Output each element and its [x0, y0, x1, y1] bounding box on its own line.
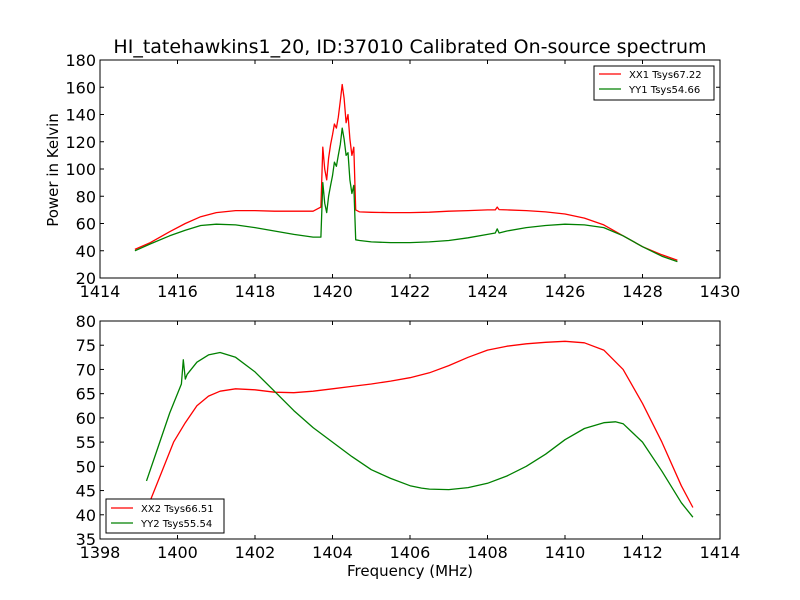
legend-top: XX1 Tsys67.22 YY1 Tsys54.66	[593, 65, 715, 101]
bottom-y-tick-label: 80	[76, 312, 96, 331]
bottom-panel: Frequency (MHz) 1398 1400 1402 1404 1406 1408…	[76, 312, 741, 580]
legend-label-yy2: YY2 Tsys55.54	[140, 519, 212, 530]
top-y-tick-label: 40	[76, 242, 96, 261]
bottom-y-tick-label: 60	[76, 409, 96, 428]
bottom-x-tick-label: 1406	[390, 543, 431, 562]
x-axis-label-bottom: Frequency (MHz)	[347, 562, 473, 580]
top-series-line-yy	[134, 127, 678, 263]
bottom-y-tick-label: 40	[76, 506, 96, 525]
top-y-tick-label: 160	[65, 78, 96, 97]
bottom-y-tick-label: 45	[76, 482, 96, 501]
bottom-x-tick-label: 1408	[467, 543, 508, 562]
top-series-line-xx	[134, 83, 678, 261]
top-x-tick-label: 1430	[700, 282, 741, 301]
bottom-y-tick-label: 35	[76, 530, 96, 549]
top-y-tick-label: 180	[65, 51, 96, 70]
bottom-x-tick-label: 1402	[235, 543, 276, 562]
top-y-tick-label: 60	[76, 215, 96, 234]
bottom-x-tick-label: 1410	[545, 543, 586, 562]
top-panel: HI_tatehawkins1_20, ID:37010 Calibrated …	[44, 36, 740, 301]
bottom-panel-ticks: 1398 1400 1402 1404 1406 1408 1410 1412 1414 35 40…	[76, 312, 741, 562]
bottom-y-tick-label: 55	[76, 433, 96, 452]
top-panel-frame	[99, 59, 721, 279]
legend-label-xx1: XX1 Tsys67.22	[629, 70, 702, 81]
top-panel-ticks: 1414 1416 1418 1420 1422 1424 1426 1428 1430 20 40…	[65, 51, 740, 301]
bottom-x-tick-label: 1414	[700, 543, 741, 562]
bottom-y-tick-label: 65	[76, 385, 96, 404]
top-x-tick-label: 1422	[390, 282, 431, 301]
top-x-tick-label: 1416	[157, 282, 198, 301]
top-panel-series	[134, 83, 678, 263]
legend-bottom-box	[105, 498, 225, 534]
bottom-panel-series	[145, 340, 694, 518]
legend-label-xx2: XX2 Tsys66.51	[141, 504, 214, 515]
bottom-x-tick-label: 1398	[80, 543, 121, 562]
legend-bottom: XX2 Tsys66.51 YY2 Tsys55.54	[105, 498, 225, 534]
bottom-series-line-xx	[149, 340, 694, 508]
top-x-tick-label: 1420	[312, 282, 353, 301]
top-y-tick-label: 100	[65, 160, 96, 179]
top-x-tick-label: 1414	[80, 282, 121, 301]
top-y-tick-label: 20	[76, 269, 96, 288]
bottom-panel-frame	[99, 320, 721, 540]
top-x-tick-label: 1424	[467, 282, 508, 301]
y-axis-label-top: Power in Kelvin	[44, 113, 62, 227]
top-y-tick-label: 80	[76, 187, 96, 206]
bottom-series-line-yy	[145, 351, 694, 518]
bottom-x-tick-label: 1412	[622, 543, 663, 562]
top-x-tick-label: 1428	[622, 282, 663, 301]
top-y-tick-label: 120	[65, 133, 96, 152]
chart-title: HI_tatehawkins1_20, ID:37010 Calibrated …	[113, 36, 706, 58]
bottom-x-tick-label: 1404	[312, 543, 353, 562]
legend-label-yy1: YY1 Tsys54.66	[628, 85, 700, 96]
top-x-tick-label: 1426	[545, 282, 586, 301]
bottom-x-tick-label: 1400	[157, 543, 198, 562]
legend-top-box	[593, 65, 715, 101]
bottom-y-tick-label: 70	[76, 360, 96, 379]
bottom-y-tick-label: 50	[76, 457, 96, 476]
top-y-tick-label: 140	[65, 106, 96, 125]
bottom-y-tick-label: 75	[76, 336, 96, 355]
top-x-tick-label: 1418	[235, 282, 276, 301]
